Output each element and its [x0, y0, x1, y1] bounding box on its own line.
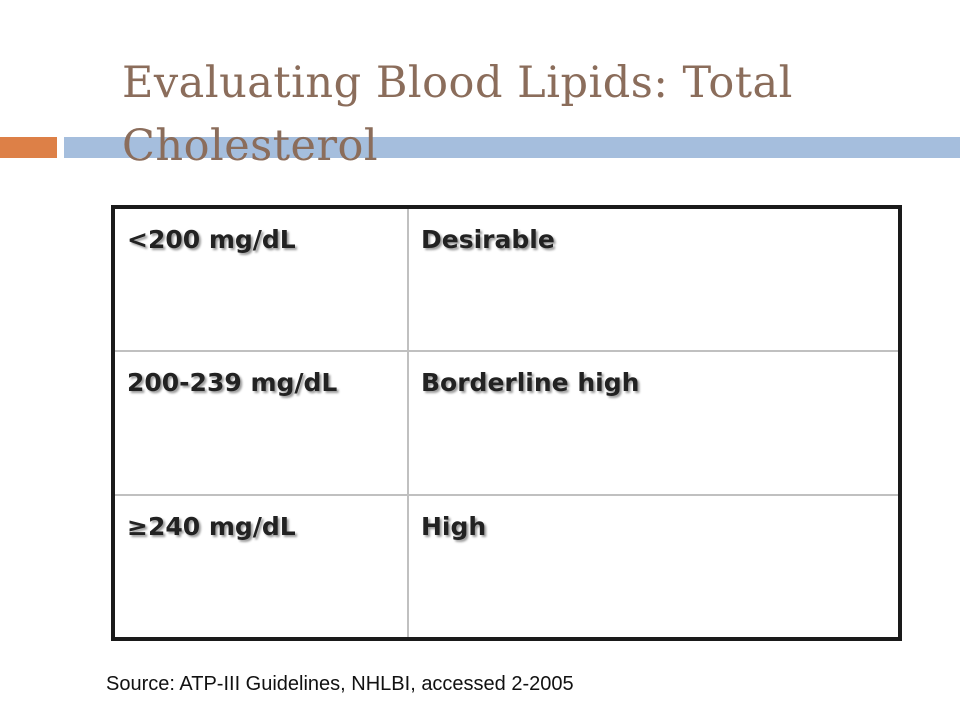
- cholesterol-table: <200 mg/dL Desirable 200-239 mg/dL Borde…: [111, 205, 902, 641]
- source-citation: Source: ATP-III Guidelines, NHLBI, acces…: [106, 673, 574, 695]
- table-row: <200 mg/dL Desirable: [112, 206, 901, 352]
- title-accent-bar-blue: [64, 137, 960, 158]
- cholesterol-range-cell: <200 mg/dL: [112, 206, 409, 352]
- cholesterol-category-cell: High: [407, 494, 901, 640]
- table-row: 200-239 mg/dL Borderline high: [112, 350, 901, 496]
- slide-title: Evaluating Blood Lipids: Total Cholester…: [122, 58, 793, 171]
- title-accent-bar-orange: [0, 137, 57, 158]
- cholesterol-category-cell: Borderline high: [407, 350, 901, 496]
- cholesterol-category-cell: Desirable: [407, 206, 901, 352]
- cholesterol-range-cell: 200-239 mg/dL: [112, 350, 409, 496]
- table-row: ≥240 mg/dL High: [112, 494, 901, 640]
- cholesterol-range-cell: ≥240 mg/dL: [112, 494, 409, 640]
